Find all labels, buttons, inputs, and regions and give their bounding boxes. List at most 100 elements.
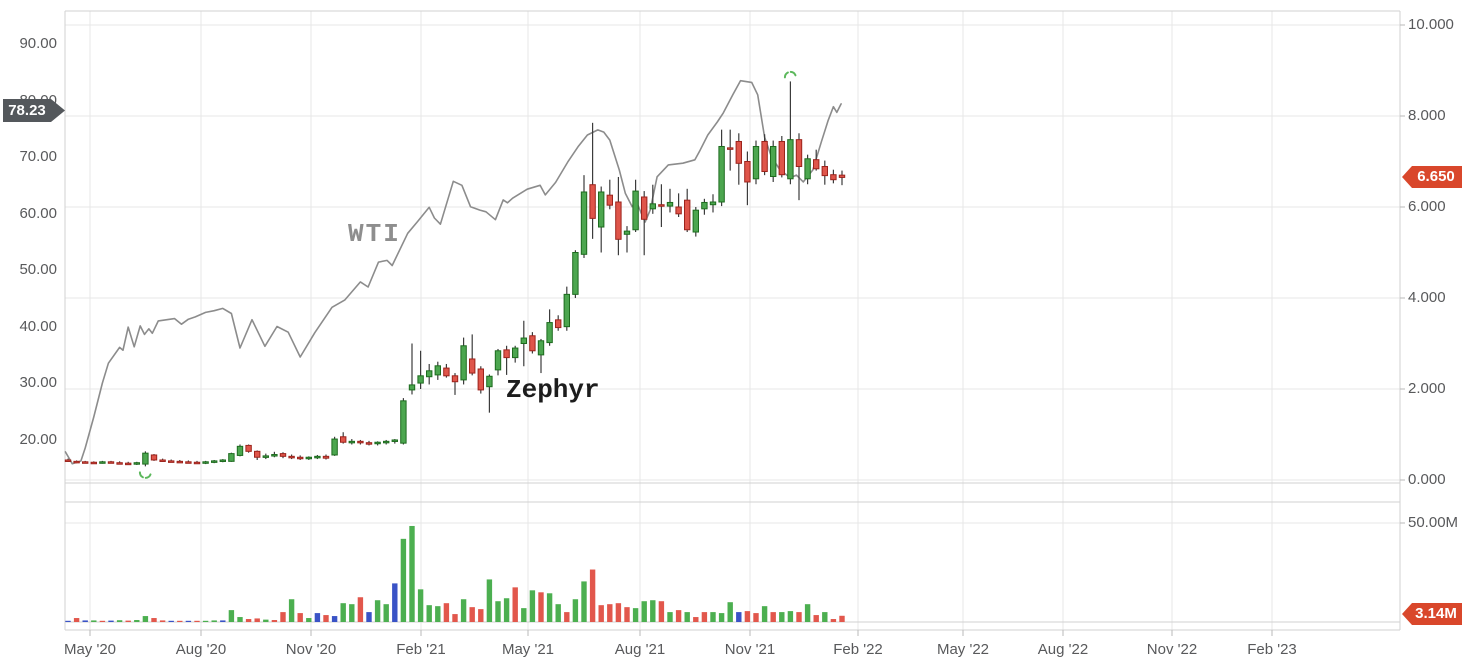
candlestick[interactable]	[529, 335, 536, 352]
volume-bar[interactable]	[761, 606, 768, 622]
candlestick[interactable]	[228, 453, 235, 462]
candlestick[interactable]	[426, 370, 433, 378]
candlestick[interactable]	[752, 145, 760, 180]
volume-bar[interactable]	[796, 612, 802, 622]
volume-bar[interactable]	[607, 604, 613, 622]
volume-bar[interactable]	[323, 615, 329, 622]
volume-bar[interactable]	[538, 592, 544, 622]
candlestick[interactable]	[262, 455, 270, 458]
candlestick[interactable]	[778, 140, 785, 176]
candlestick[interactable]	[675, 206, 682, 215]
volume-bar[interactable]	[521, 608, 527, 622]
volume-bar[interactable]	[280, 612, 286, 622]
volume-bar[interactable]	[357, 597, 364, 622]
volume-bar[interactable]	[349, 604, 355, 622]
candlestick[interactable]	[314, 455, 321, 459]
candlestick[interactable]	[580, 191, 588, 255]
volume-bar[interactable]	[675, 610, 682, 622]
volume-bar[interactable]	[194, 620, 200, 622]
volume-bar[interactable]	[134, 620, 140, 622]
candlestick[interactable]	[727, 147, 734, 150]
volume-bar[interactable]	[366, 612, 372, 622]
volume-bar[interactable]	[598, 605, 604, 622]
volume-bar[interactable]	[658, 601, 665, 622]
volume-bar[interactable]	[736, 612, 742, 622]
candlestick[interactable]	[813, 159, 820, 170]
candlestick[interactable]	[477, 368, 485, 391]
volume-bar[interactable]	[787, 611, 794, 622]
candlestick[interactable]	[606, 194, 613, 206]
volume-bar[interactable]	[452, 614, 458, 622]
candlestick[interactable]	[443, 367, 450, 377]
volume-bar[interactable]	[417, 589, 424, 622]
candlestick[interactable]	[133, 462, 141, 465]
candlestick[interactable]	[116, 462, 123, 465]
volume-bar[interactable]	[822, 612, 828, 622]
candlestick[interactable]	[641, 196, 648, 220]
volume-bar[interactable]	[263, 619, 269, 622]
candlestick[interactable]	[494, 350, 502, 371]
volume-bar[interactable]	[701, 612, 708, 622]
volume-bar[interactable]	[589, 569, 596, 622]
volume-bar[interactable]	[82, 620, 88, 622]
candlestick[interactable]	[434, 365, 442, 376]
candlestick[interactable]	[503, 349, 510, 359]
volume-bar[interactable]	[555, 604, 561, 622]
candlestick[interactable]	[417, 375, 424, 384]
volume-bar[interactable]	[486, 579, 493, 622]
candlestick[interactable]	[546, 322, 553, 344]
volume-bar[interactable]	[667, 612, 673, 622]
volume-bar[interactable]	[615, 603, 622, 622]
candlestick[interactable]	[236, 445, 244, 456]
volume-bar[interactable]	[314, 613, 321, 622]
volume-bar[interactable]	[254, 618, 260, 622]
candlestick[interactable]	[563, 293, 570, 328]
candlestick[interactable]	[701, 201, 708, 210]
volume-bar[interactable]	[529, 590, 536, 622]
volume-bar[interactable]	[495, 601, 501, 622]
volume-bar[interactable]	[159, 620, 166, 622]
candlestick[interactable]	[185, 461, 192, 464]
volume-bar[interactable]	[409, 525, 415, 622]
candlestick[interactable]	[202, 461, 209, 464]
volume-bar[interactable]	[469, 607, 475, 622]
volume-bar[interactable]	[211, 620, 217, 622]
candlestick[interactable]	[168, 460, 175, 463]
volume-bar[interactable]	[392, 583, 398, 622]
volume-bar[interactable]	[151, 618, 157, 622]
candlestick[interactable]	[82, 461, 89, 464]
volume-bar[interactable]	[288, 599, 295, 622]
candlestick[interactable]	[73, 460, 80, 464]
volume-bar[interactable]	[727, 602, 733, 622]
volume-bar[interactable]	[581, 581, 587, 622]
candlestick[interactable]	[322, 455, 330, 459]
volume-bar[interactable]	[340, 603, 346, 622]
volume-bar[interactable]	[306, 618, 312, 622]
candlestick[interactable]	[254, 450, 261, 458]
candlestick[interactable]	[572, 252, 579, 295]
volume-bar[interactable]	[435, 606, 441, 622]
candlestick[interactable]	[537, 340, 545, 356]
volume-bar[interactable]	[693, 617, 699, 622]
volume-bar[interactable]	[220, 620, 226, 622]
candlestick[interactable]	[348, 440, 356, 444]
candlestick[interactable]	[598, 191, 605, 228]
candlestick[interactable]	[340, 436, 347, 443]
candlestick[interactable]	[64, 459, 72, 462]
candlestick[interactable]	[159, 459, 166, 462]
pane-separator-handle[interactable]	[65, 484, 1400, 501]
candlestick[interactable]	[142, 452, 149, 465]
volume-bar[interactable]	[443, 603, 450, 622]
volume-bar[interactable]	[177, 620, 183, 622]
volume-bar[interactable]	[512, 587, 518, 622]
candlestick[interactable]	[383, 440, 390, 444]
candlestick[interactable]	[469, 358, 476, 374]
volume-bar[interactable]	[383, 604, 389, 622]
volume-bar[interactable]	[641, 601, 647, 622]
candlestick[interactable]	[787, 139, 794, 180]
candlestick[interactable]	[374, 441, 381, 445]
candlestick[interactable]	[391, 439, 399, 442]
candlestick[interactable]	[400, 400, 407, 444]
candlestick[interactable]	[365, 442, 373, 445]
